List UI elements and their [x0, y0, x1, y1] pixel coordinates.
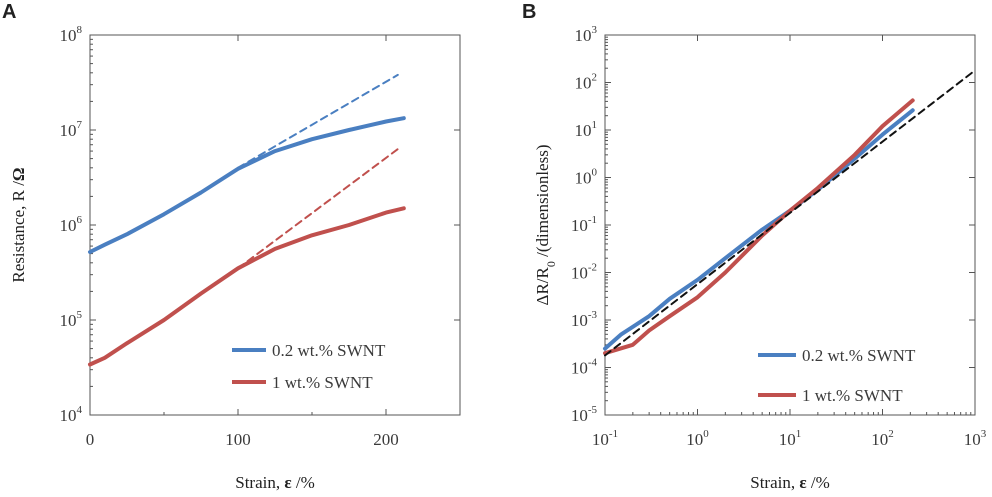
panel-b-y-tick-label: 100 — [575, 167, 598, 188]
panel-a-legend-label-0-2: 0.2 wt.% SWNT — [272, 341, 386, 360]
panel-b-series-power-law-fit — [604, 69, 976, 357]
panel-a-y-tick-label: 106 — [60, 214, 83, 235]
panel-b-letter: B — [522, 1, 536, 23]
panel-b-series — [603, 69, 976, 357]
panel-b-y-tick-label: 10-2 — [571, 262, 597, 283]
panel-a-legend: 0.2 wt.% SWNT 1 wt.% SWNT — [232, 341, 386, 392]
panel-b-y-tick-label: 10-4 — [571, 357, 598, 378]
panel-b-y-tick-label: 102 — [575, 72, 598, 93]
panel-a-y-axis-title: Resistance, R /Ω — [9, 167, 28, 282]
panel-a: A 104 105 106 107 108 0 100 200 Strain, ε /% Re… — [2, 1, 461, 492]
panel-b-y-tick-label: 10-1 — [571, 214, 597, 235]
panel-a-ticks: 104 105 106 107 108 0 100 200 — [60, 24, 460, 449]
panel-a-series-0-2-wt-swnt-fit — [237, 73, 399, 169]
panel-a-series-1-wt-swnt-fit — [237, 148, 399, 270]
panel-a-x-tick-label: 0 — [86, 430, 95, 449]
panel-a-series-0-2-wt-swnt — [88, 116, 406, 254]
panel-b-legend: 0.2 wt.% SWNT 1 wt.% SWNT — [758, 346, 916, 405]
panel-b-x-tick-label: 102 — [871, 428, 894, 449]
panel-a-series — [88, 73, 406, 367]
panel-a-letter: A — [2, 1, 16, 23]
panel-b-series-0-2-wt-swnt — [603, 108, 915, 351]
panel-b-legend-label-0-2: 0.2 wt.% SWNT — [802, 346, 916, 365]
panel-a-x-tick-label: 100 — [225, 430, 251, 449]
panel-b-plot-frame — [604, 34, 976, 416]
panel-b-x-tick-label: 101 — [779, 428, 802, 449]
panel-b-y-axis-title: ΔR/R0 /(dimensionless) — [533, 145, 558, 306]
panel-a-x-tick-label: 200 — [373, 430, 399, 449]
panel-b-y-tick-label: 103 — [575, 24, 598, 45]
panel-a-x-axis-title: Strain, ε /% — [235, 473, 315, 492]
panel-b-x-tick-label: 10-1 — [592, 428, 618, 449]
panel-a-y-tick-label: 105 — [60, 309, 83, 330]
panel-b-y-tick-label: 10-3 — [571, 309, 598, 330]
panel-b-x-tick-label: 103 — [964, 428, 987, 449]
panel-b-ticks: 10-5 10-4 10-3 10-2 10-1 100 101 102 103 10-1 100 1… — [571, 24, 987, 449]
panel-a-legend-label-1: 1 wt.% SWNT — [272, 373, 373, 392]
panel-a-y-tick-label: 104 — [60, 404, 83, 425]
panel-a-y-tick-label: 108 — [60, 24, 83, 45]
panel-b-x-tick-label: 100 — [686, 428, 709, 449]
panel-b-legend-label-1: 1 wt.% SWNT — [802, 386, 903, 405]
panel-b-series-1-wt-swnt — [603, 98, 915, 356]
panel-b-x-axis-title: Strain, ε /% — [750, 473, 830, 492]
panel-b-y-tick-label: 101 — [575, 119, 598, 140]
panel-b-y-tick-label: 10-5 — [571, 404, 598, 425]
panel-a-y-tick-label: 107 — [60, 119, 83, 140]
